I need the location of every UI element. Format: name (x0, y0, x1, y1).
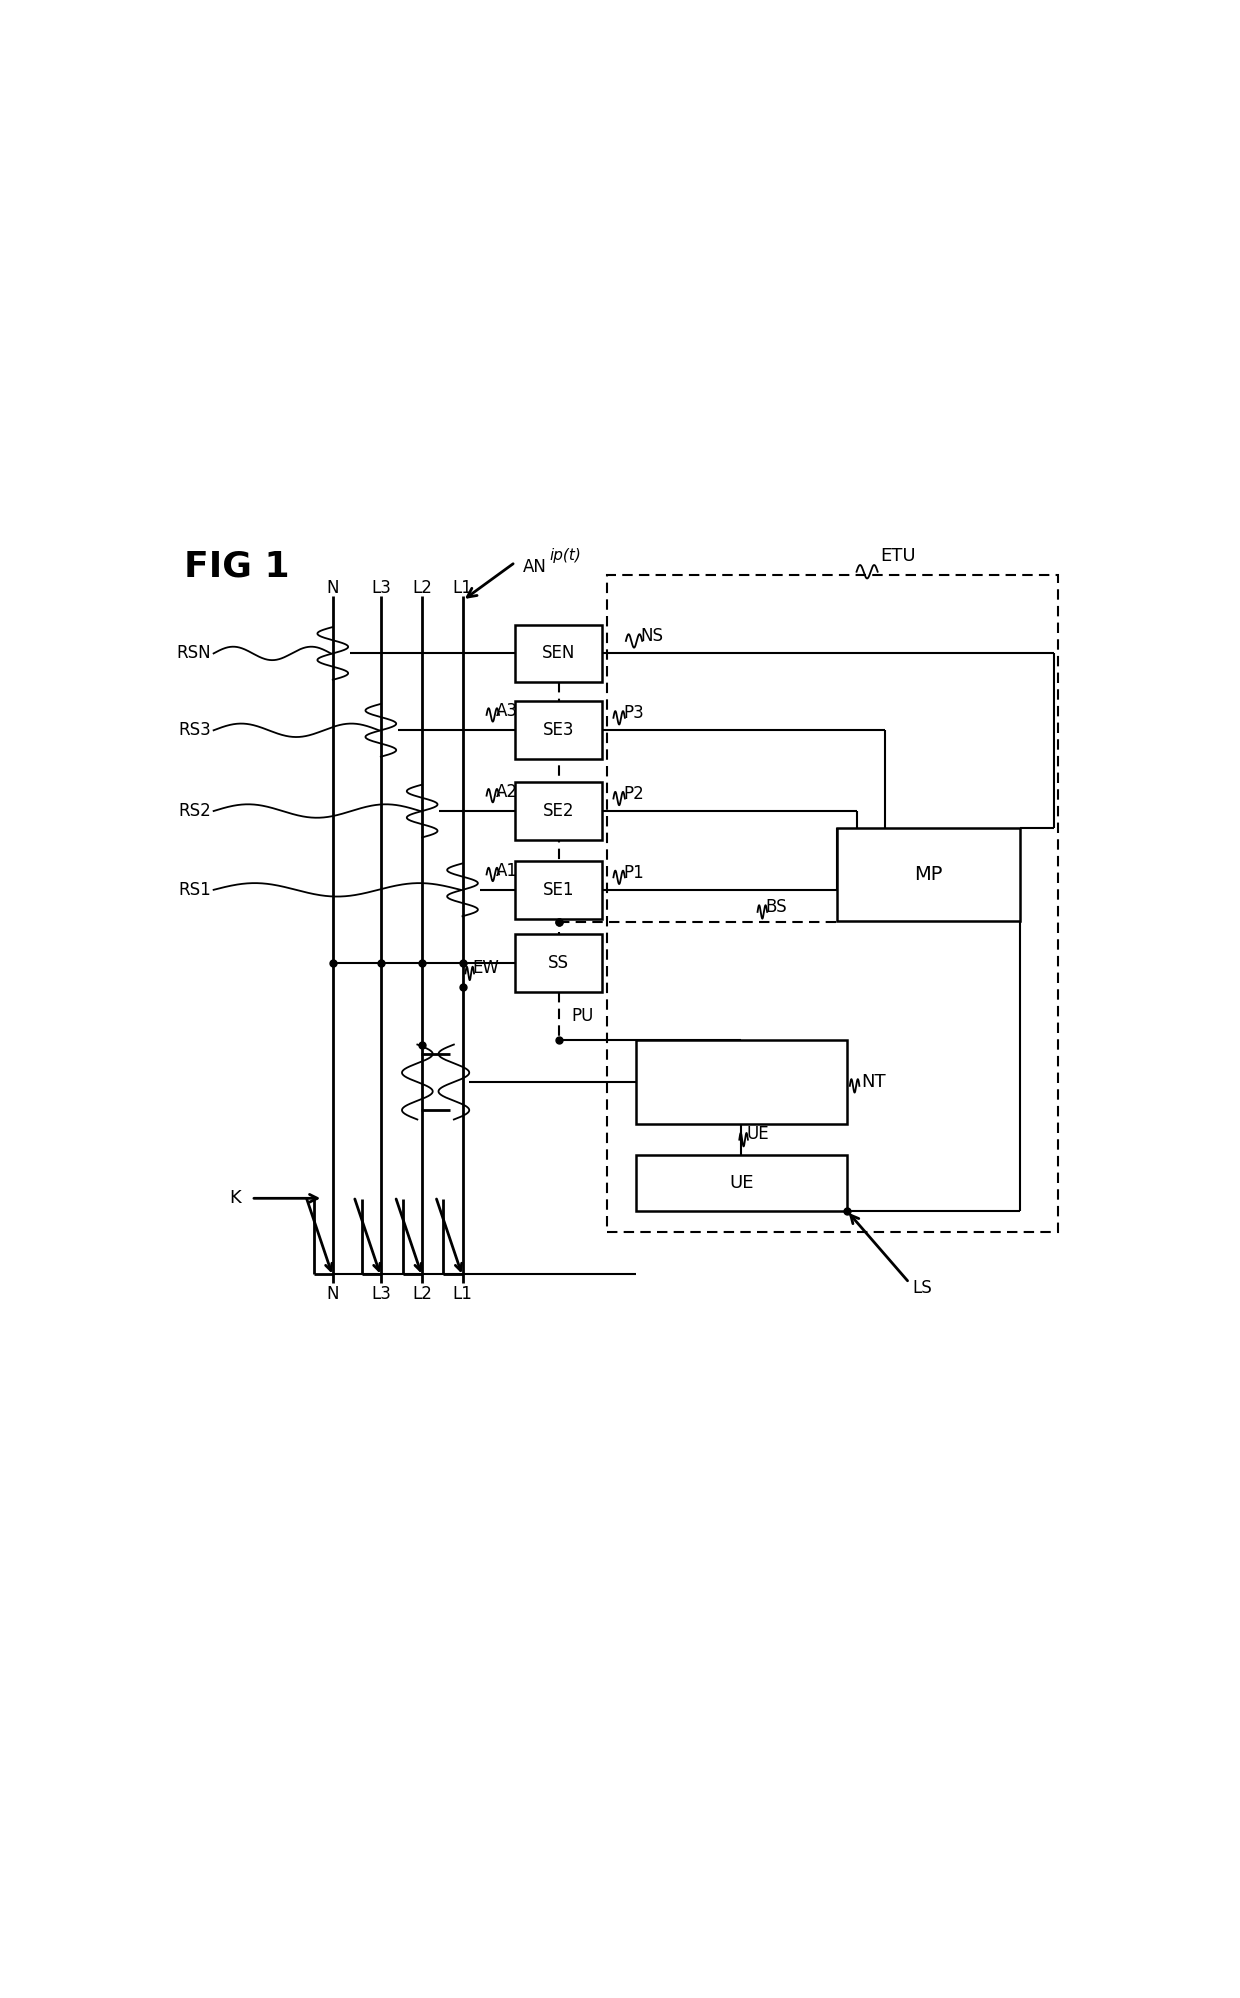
Text: SE2: SE2 (543, 801, 574, 819)
Text: SE3: SE3 (543, 721, 574, 739)
Bar (516, 861, 601, 919)
Text: K: K (229, 1189, 242, 1207)
Bar (606, 575, 1058, 1233)
Text: L3: L3 (371, 1285, 391, 1303)
Text: ETU: ETU (880, 547, 916, 565)
Text: A3: A3 (496, 701, 518, 719)
Text: A1: A1 (496, 861, 518, 879)
Text: SEN: SEN (542, 645, 575, 663)
Text: L2: L2 (412, 579, 432, 597)
Bar (516, 701, 601, 759)
Text: BS: BS (765, 899, 787, 917)
Text: PU: PU (572, 1007, 594, 1025)
Bar (516, 933, 601, 991)
Text: NT: NT (862, 1073, 885, 1091)
Text: LS: LS (913, 1279, 932, 1297)
Text: P3: P3 (622, 703, 644, 721)
Text: L3: L3 (371, 579, 391, 597)
Text: UE: UE (746, 1125, 769, 1143)
Bar (635, 1039, 847, 1125)
Text: L1: L1 (453, 1285, 472, 1303)
Text: N: N (326, 579, 339, 597)
Text: RSN: RSN (176, 645, 211, 663)
Text: SE1: SE1 (543, 881, 574, 899)
Text: L2: L2 (412, 1285, 432, 1303)
Text: P1: P1 (622, 863, 644, 881)
Text: RS2: RS2 (179, 801, 211, 819)
Text: N: N (326, 1285, 339, 1303)
Text: P2: P2 (622, 785, 644, 803)
Text: EW: EW (472, 959, 498, 977)
Text: UE: UE (729, 1175, 754, 1193)
Text: FIG 1: FIG 1 (184, 549, 289, 583)
Text: NS: NS (640, 627, 663, 645)
Bar (516, 625, 601, 681)
Bar (635, 1155, 847, 1211)
Bar (837, 829, 1019, 921)
Text: A2: A2 (496, 783, 518, 801)
Text: L1: L1 (453, 579, 472, 597)
Text: RS1: RS1 (179, 881, 211, 899)
Bar (516, 781, 601, 839)
Text: AN: AN (523, 557, 547, 575)
Text: SS: SS (548, 953, 569, 971)
Text: RS3: RS3 (179, 721, 211, 739)
Text: MP: MP (914, 865, 942, 883)
Text: ip(t): ip(t) (549, 547, 580, 563)
